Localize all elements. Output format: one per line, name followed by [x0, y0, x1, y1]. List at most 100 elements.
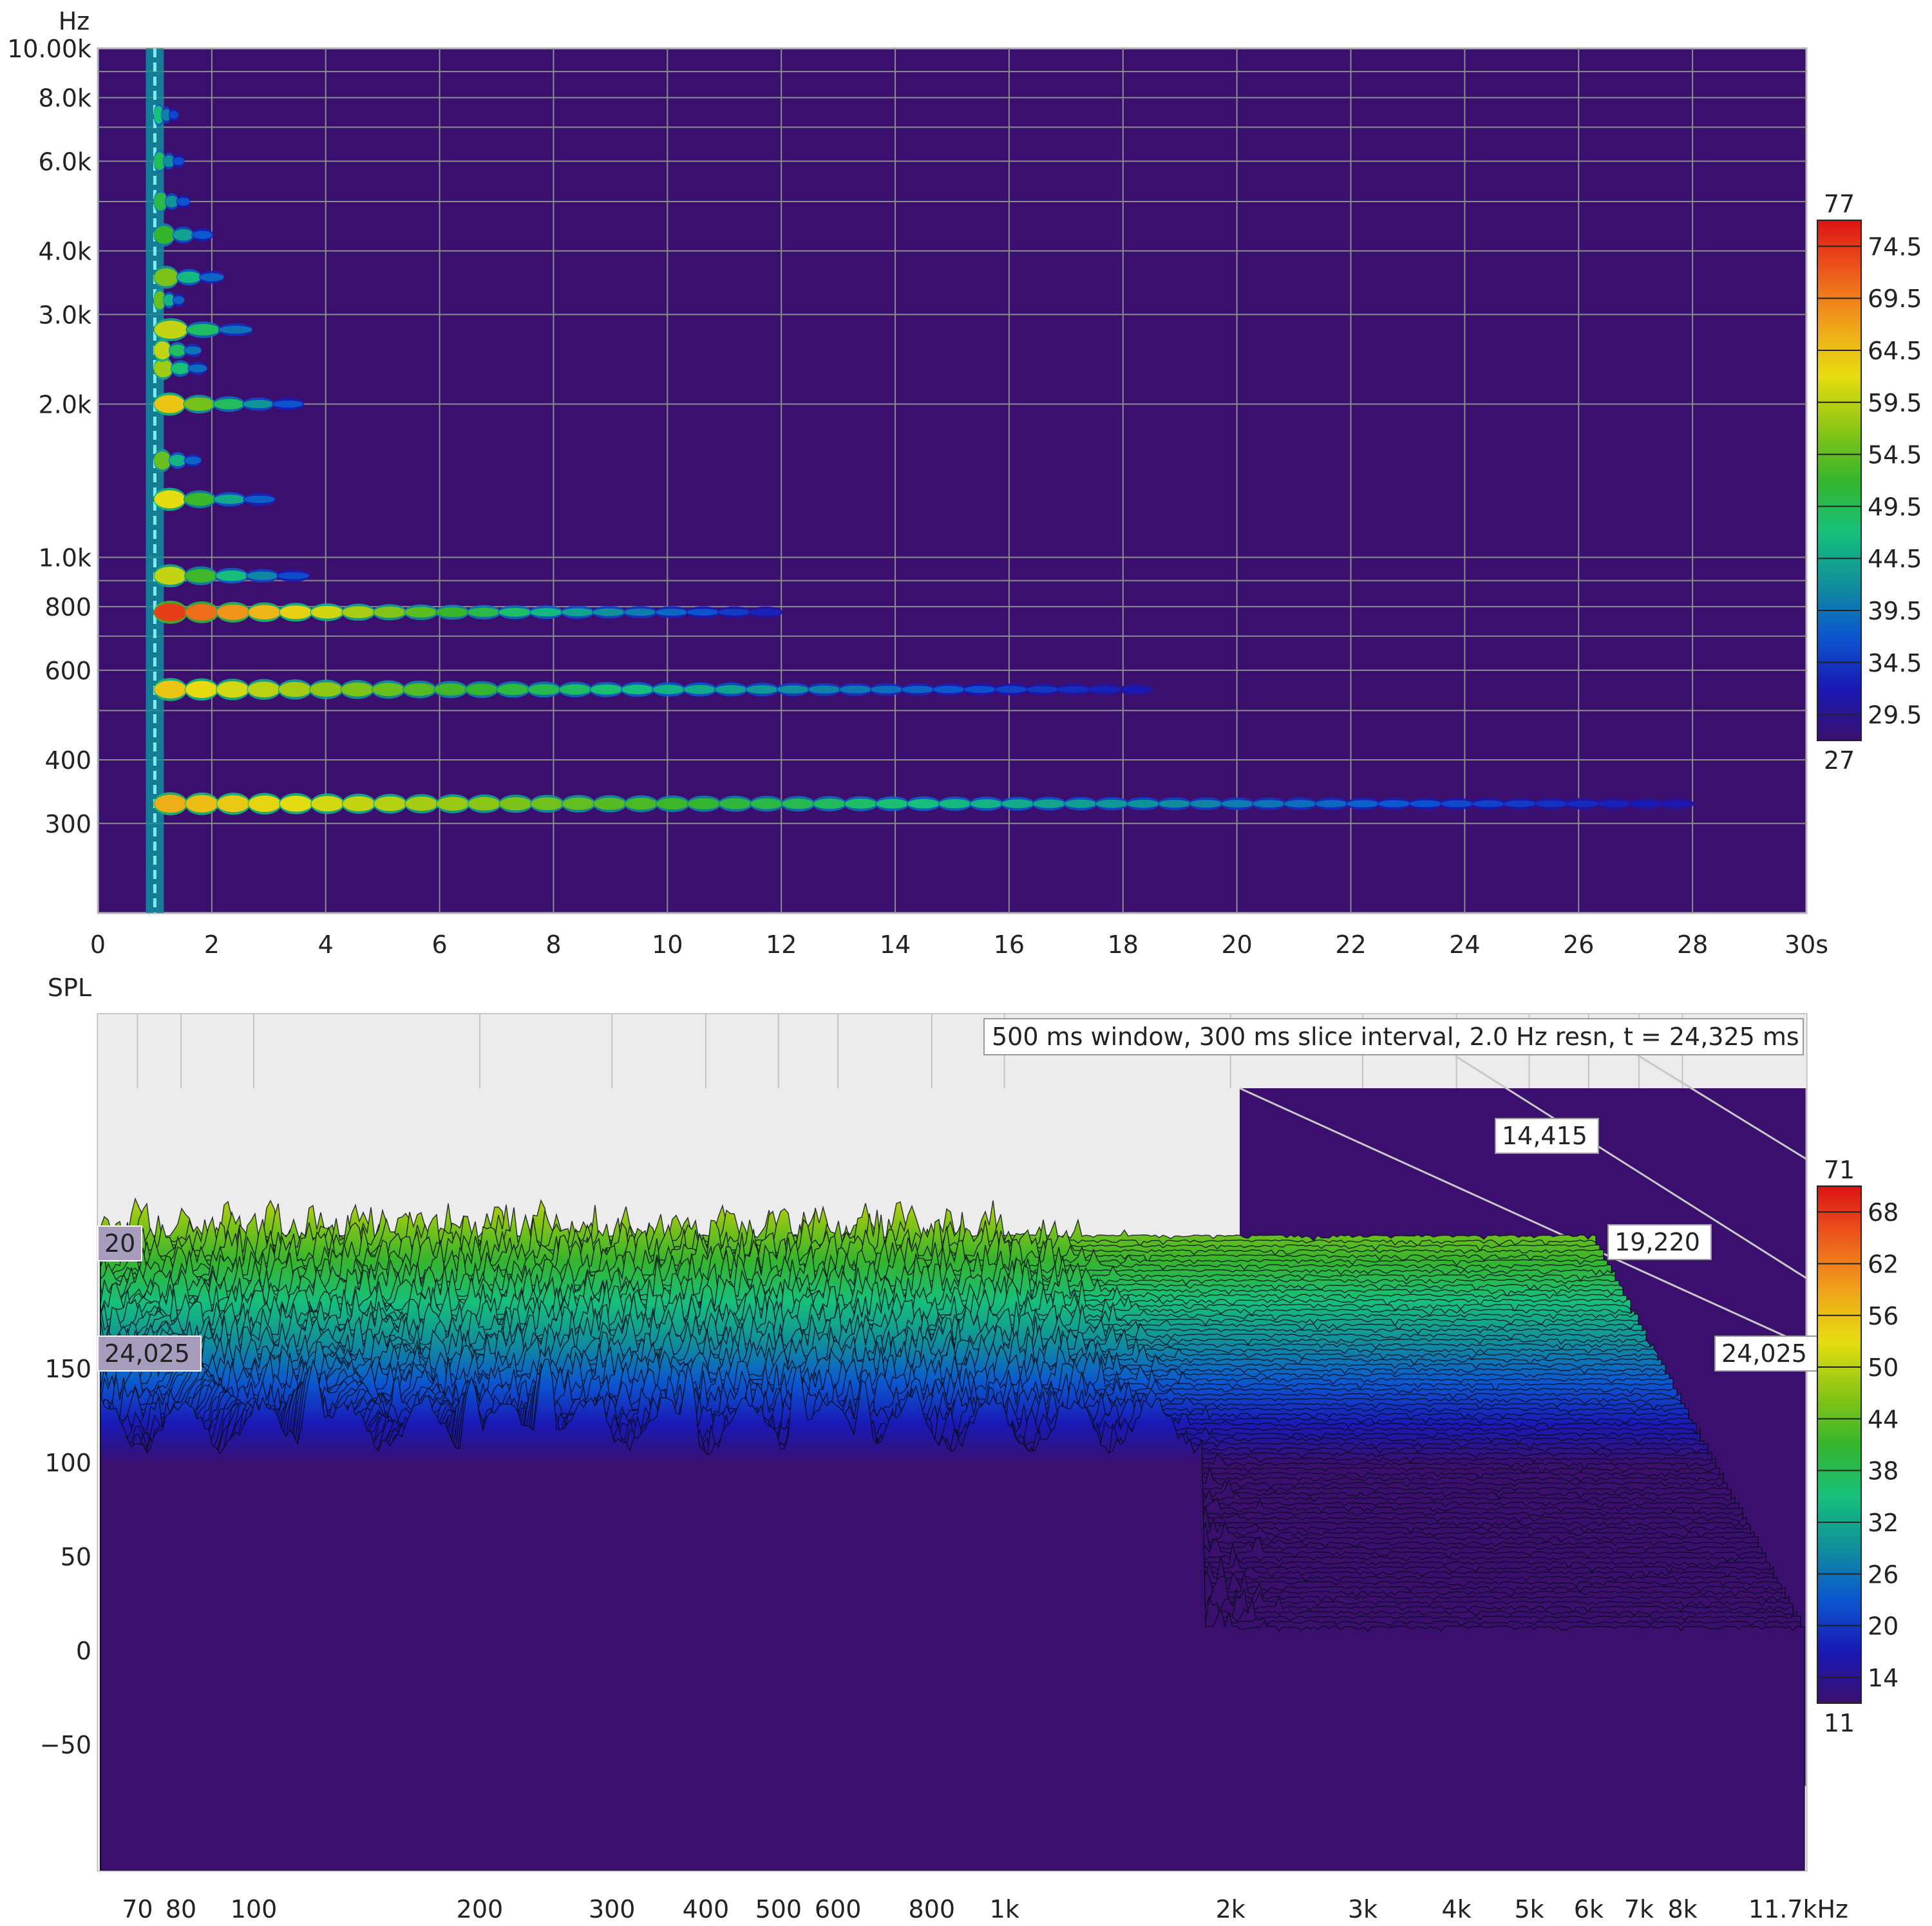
waterfall-y-tick-label: 0: [76, 1637, 91, 1665]
spectrogram-y-tick-label: 2.0k: [39, 391, 91, 419]
spectrogram-partial-segment: [1409, 800, 1442, 807]
waterfall-time-labels: 14,415 19,220 24,025 20 24,025: [97, 1118, 1819, 1372]
spectrogram-partial-segment: [243, 400, 274, 409]
spectrogram-y-tick-label: 300: [44, 810, 91, 838]
waterfall-x-tick-label: 400: [683, 1895, 730, 1923]
spectrogram-partial-segment: [1441, 800, 1473, 807]
spectrogram-partials: [146, 48, 1694, 913]
spectrogram-partial-segment: [169, 111, 179, 119]
spectrogram-partial-segment: [621, 684, 654, 695]
waterfall-time-label-text: 19,220: [1615, 1228, 1700, 1256]
spectrogram-partial-segment: [403, 683, 436, 696]
spectrogram-partial-segment: [468, 607, 500, 617]
spectrogram-y-tick-label: 800: [44, 593, 91, 621]
spectrogram-partial-segment: [272, 401, 304, 408]
spectrogram-partial-segment: [593, 797, 627, 810]
spectrogram-partial-segment: [1033, 799, 1066, 808]
spectrogram-partial-segment: [185, 681, 218, 699]
spectrogram-partial-segment: [1026, 686, 1059, 693]
spectrogram-partial-segment: [1472, 800, 1505, 807]
spectrogram-partial-segment: [592, 608, 625, 616]
waterfall-x-tick-label: 80: [166, 1895, 196, 1923]
spectrogram-partial: [153, 449, 202, 473]
spectrogram-partial-segment: [1378, 800, 1411, 807]
waterfall-x-tick-label: 300: [589, 1895, 636, 1923]
waterfall-y-axis-label: SPL: [48, 974, 91, 1002]
spectrogram-partial-segment: [1598, 800, 1631, 807]
spectrogram-partial-segment: [1221, 800, 1254, 808]
spectrogram-colorbar-tick-label: 74.5: [1868, 232, 1922, 261]
spectrogram-y-tick-label: 10.00k: [7, 35, 91, 63]
spectrogram-partial: [153, 677, 1153, 701]
spectrogram-partial-segment: [871, 685, 903, 694]
spectrogram-partial-segment: [154, 490, 185, 509]
spectrogram-partial-segment: [782, 798, 815, 809]
waterfall-x-tick-label: 3k: [1348, 1895, 1378, 1923]
waterfall-time-grid-line: [1239, 1087, 1807, 1347]
spectrogram-partial-segment: [933, 686, 965, 694]
spectrogram-x-tick-label: 22: [1335, 930, 1366, 959]
spectrogram-partial-segment: [153, 192, 167, 211]
waterfall-annotation-box: 500 ms window, 300 ms slice interval, 2.…: [983, 1018, 1804, 1055]
waterfall-annotation-text: 500 ms window, 300 ms slice interval, 2.…: [992, 1023, 1799, 1051]
waterfall-time-label: 24,025: [1714, 1336, 1819, 1372]
spectrogram-partial: [153, 149, 185, 173]
waterfall-slices: [100, 1197, 1805, 1871]
spectrogram-partial-segment: [404, 607, 437, 618]
spectrogram-y-tick-label: 600: [44, 657, 91, 685]
spectrogram-partial-segment: [749, 609, 782, 616]
spectrogram-partial-segment: [184, 493, 216, 506]
spectrogram-partial-segment: [652, 684, 685, 694]
spectrogram-partial-segment: [213, 399, 245, 410]
spectrogram-partial-segment: [1064, 799, 1097, 808]
spectrogram-x-tick-label: 26: [1563, 930, 1594, 959]
spectrogram-partial-segment: [1535, 800, 1567, 807]
spectrogram-partial-segment: [497, 683, 529, 695]
spectrogram-partial-segment: [169, 455, 186, 467]
spectrogram-x-tick-label: 6: [432, 930, 448, 959]
spectrogram-partial-segment: [1566, 800, 1599, 807]
spectrogram-partial-segment: [746, 685, 779, 694]
spectrogram-partial: [153, 392, 305, 416]
waterfall-colorbar-tick-label: 20: [1868, 1612, 1899, 1641]
spectrogram-partial-segment: [374, 796, 406, 811]
spectrogram-colorbar-tick-label: 54.5: [1868, 441, 1922, 469]
waterfall-x-tick-label: 800: [909, 1895, 956, 1923]
waterfall-y-ticks: 150 100 50 0 −50: [40, 1355, 91, 1759]
waterfall-y-tick-label: −50: [40, 1731, 91, 1759]
spectrogram-partial-segment: [1315, 800, 1348, 807]
spectrogram-partial-segment: [466, 683, 498, 695]
spectrogram-x-tick-label: 2: [204, 930, 220, 959]
spectrogram-partial-segment: [176, 271, 202, 283]
waterfall-time-label-text: 20: [104, 1229, 135, 1258]
spectrogram-partial-segment: [279, 795, 312, 812]
waterfall-x-tick-label: 500: [755, 1895, 802, 1923]
spectrogram-partial-segment: [219, 325, 252, 334]
spectrogram-y-tick-label: 3.0k: [39, 301, 91, 329]
spectrogram-partial-segment: [624, 609, 657, 616]
waterfall-colorbar-tick-label: 68: [1868, 1198, 1899, 1227]
waterfall-x-tick-label: 1k: [990, 1895, 1019, 1923]
spectrogram-y-tick-label: 1.0k: [39, 543, 91, 572]
spectrogram-partial-segment: [279, 682, 311, 697]
waterfall-colorbar: 68 62 56 50 44 38 32 26 20 14 71 11: [1817, 1156, 1899, 1737]
spectrogram-x-tick-label: 20: [1221, 930, 1252, 959]
waterfall-time-grid-line: [1455, 1055, 1807, 1279]
waterfall-x-tick-label: 11.7kHz: [1748, 1895, 1848, 1923]
spectrogram-y-tick-label: 6.0k: [39, 147, 91, 176]
spectrogram-partial-segment: [1283, 800, 1317, 807]
spectrogram-partial-segment: [154, 567, 186, 585]
spectrogram-colorbar: 74.5 69.5 64.5 59.5 54.5 49.5 44.5 39.5 34.5 29.5…: [1817, 190, 1922, 775]
waterfall-colorbar-max-label: 71: [1824, 1156, 1855, 1184]
spectrogram-colorbar-tick-label: 34.5: [1868, 649, 1922, 677]
waterfall-colorbar-gradient: [1817, 1185, 1862, 1704]
spectrogram-partial-segment: [530, 608, 563, 617]
spectrogram-partial-segment: [1095, 799, 1128, 808]
spectrogram-partial-segment: [938, 798, 972, 809]
spectrogram-partial-segment: [154, 451, 171, 470]
spectrogram-partial-segment: [153, 152, 166, 171]
spectrogram-partial-segment: [995, 686, 1028, 694]
waterfall-colorbar-tick-label: 14: [1868, 1664, 1899, 1692]
